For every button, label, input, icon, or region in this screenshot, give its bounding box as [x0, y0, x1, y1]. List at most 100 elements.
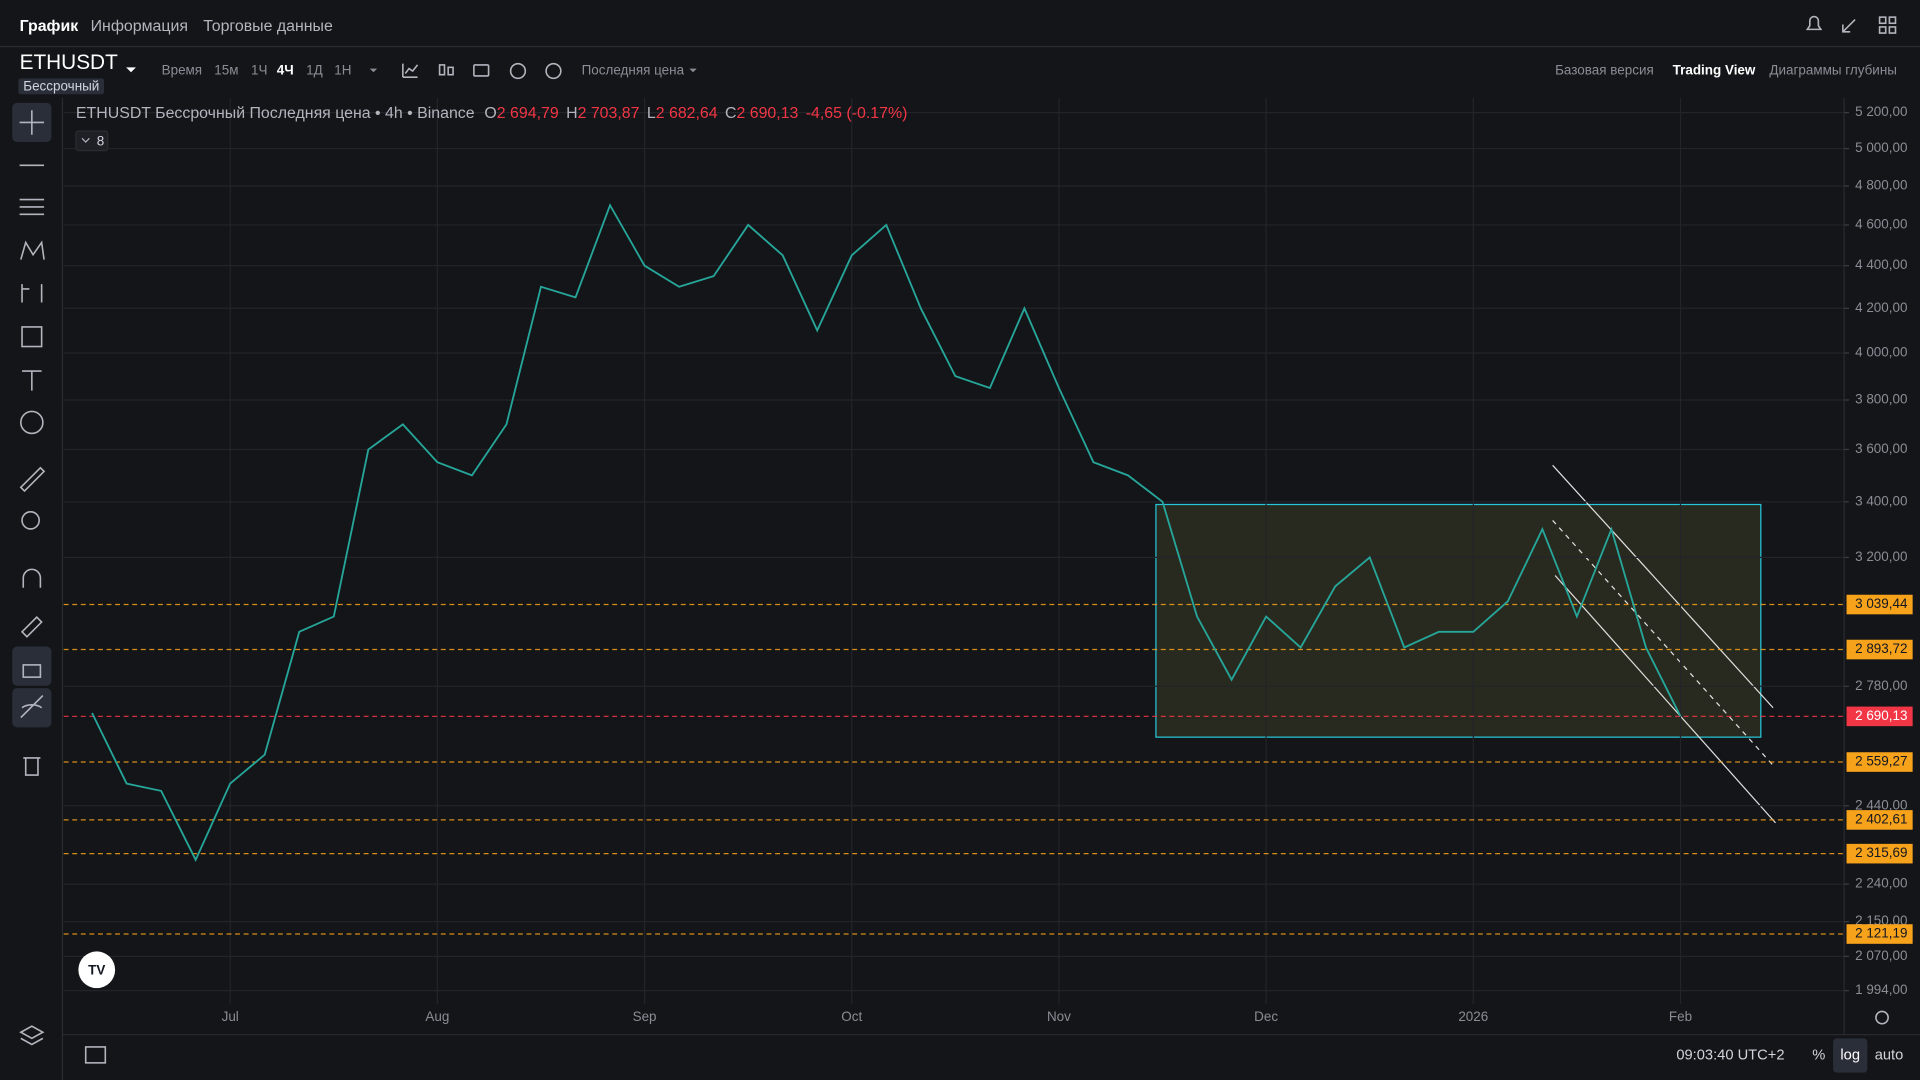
interval[interactable]: 1Ч [251, 63, 267, 78]
percent-button[interactable]: % [1812, 1047, 1825, 1063]
interval[interactable]: 15м [214, 63, 238, 78]
tab[interactable]: График [20, 18, 79, 35]
y-tick-label: 3 400,00 [1855, 493, 1907, 508]
y-tick-label: 3 200,00 [1855, 549, 1907, 564]
delete-tool[interactable] [23, 757, 41, 776]
tool-active-bg [12, 688, 52, 728]
layout-icon[interactable] [1888, 16, 1897, 25]
y-tick-label: 4 800,00 [1855, 178, 1907, 193]
channel-line[interactable] [1552, 464, 1774, 709]
view-tab-active[interactable]: Trading View [1673, 63, 1756, 78]
indicator-icon[interactable] [402, 63, 419, 78]
chevron [81, 137, 90, 143]
tv-logo [78, 951, 116, 989]
emoji-tool[interactable] [20, 410, 44, 435]
symbol[interactable]: ETHUSDT [20, 51, 119, 74]
price-level-tag [1846, 843, 1913, 864]
channel-line[interactable] [1552, 519, 1774, 766]
layers-tool[interactable] [19, 1025, 45, 1046]
tv-logo-text: TV [88, 963, 105, 978]
clock: 09:03:40 UTC+2 [1676, 1047, 1784, 1063]
price-level-tag [1846, 810, 1913, 830]
forecast-tool[interactable] [21, 284, 43, 303]
axis-settings[interactable] [1875, 1010, 1889, 1025]
interval[interactable]: 1Н [334, 63, 351, 78]
price-level-tag [1846, 639, 1913, 660]
y-tick-label: 4 600,00 [1855, 217, 1907, 232]
interval-active[interactable]: 4Ч [277, 63, 294, 78]
y-tick-label: 3 800,00 [1855, 392, 1907, 407]
toolbar-icons [402, 62, 562, 80]
view-tab[interactable]: Диаграммы глубины [1769, 63, 1897, 78]
pattern-tool[interactable] [20, 240, 45, 260]
grid [63, 97, 1845, 1005]
layout-icon[interactable] [1888, 26, 1897, 34]
price-line [91, 203, 1682, 862]
price-level-label: 3 039,44 [1855, 596, 1908, 611]
dropdown-arrow[interactable] [689, 68, 697, 73]
dropdown-arrow[interactable] [126, 67, 136, 73]
tab[interactable]: Информация [91, 18, 188, 35]
x-tick-label: Jul [222, 1009, 239, 1024]
camera-icon[interactable] [473, 64, 490, 77]
lock-tool[interactable] [22, 664, 42, 678]
fib-tool[interactable] [19, 198, 45, 216]
y-tick-label: 2 780,00 [1855, 678, 1907, 693]
drawing-toolbar [12, 102, 52, 1046]
price-level-tag [1846, 752, 1913, 772]
y-tick-label: 2 440,00 [1855, 797, 1907, 812]
hide-tool[interactable] [20, 694, 44, 719]
text-tool[interactable] [22, 370, 42, 391]
log-button-bg [1833, 1038, 1868, 1073]
price-level-tag [1846, 706, 1913, 727]
x-tick-label: Feb [1669, 1009, 1692, 1024]
y-tick-label: 3 600,00 [1855, 441, 1907, 456]
log-button[interactable]: log [1840, 1047, 1860, 1063]
channel-line[interactable] [1554, 575, 1776, 824]
indicator-count[interactable]: 8 [97, 134, 104, 149]
layout-icon[interactable] [1878, 26, 1887, 34]
shape-tool[interactable] [21, 326, 43, 348]
tab[interactable]: Торговые данные [203, 18, 333, 35]
zoom-tool[interactable] [21, 511, 40, 530]
plot [63, 203, 1845, 935]
price-level-tag [1846, 924, 1913, 944]
dropdown-arrow[interactable] [369, 68, 378, 73]
range-box[interactable] [1155, 503, 1762, 738]
indicator-toggle[interactable] [75, 130, 109, 152]
legend: ETHUSDT Бессрочный Последняя цена • 4h •… [76, 105, 907, 122]
add-icon[interactable] [509, 62, 527, 80]
ohlc-value: 2 703,87 [578, 105, 640, 122]
badge [18, 78, 105, 95]
candle-icon[interactable] [447, 66, 454, 76]
toolbar-label: Время [162, 63, 202, 78]
x-tick-label: 2026 [1458, 1009, 1488, 1024]
ohlc-key: O [484, 105, 496, 122]
x-tick-label: Dec [1254, 1009, 1278, 1024]
view-tab[interactable]: Базовая версия [1555, 63, 1654, 78]
tool-active-bg [12, 646, 52, 686]
price-level-label: 2 402,61 [1855, 811, 1907, 826]
date-range-icon[interactable] [84, 1046, 107, 1064]
price-level-tag [1846, 594, 1913, 615]
ohlc-key: L [647, 105, 656, 122]
y-tick-label: 4 000,00 [1855, 345, 1907, 360]
interval[interactable]: 1Д [306, 63, 323, 78]
contract-type: Бессрочный [23, 79, 99, 94]
bell-icon[interactable] [1805, 15, 1823, 31]
crosshair-tool[interactable] [19, 110, 45, 135]
settings-icon[interactable] [545, 62, 562, 80]
magnet-tool[interactable] [22, 568, 42, 588]
x-tick-label: Oct [841, 1009, 862, 1024]
candle-icon[interactable] [438, 64, 446, 76]
collapse-icon[interactable] [1842, 19, 1856, 33]
layout-icon[interactable] [1878, 16, 1887, 25]
price-source[interactable]: Последняя цена [582, 63, 685, 78]
ohlc-value: 2 682,64 [656, 105, 718, 122]
y-tick-label: 2 070,00 [1855, 948, 1907, 963]
auto-button[interactable]: auto [1875, 1047, 1904, 1063]
stay-drawing-tool[interactable] [20, 616, 43, 638]
ruler-tool[interactable] [19, 466, 46, 493]
